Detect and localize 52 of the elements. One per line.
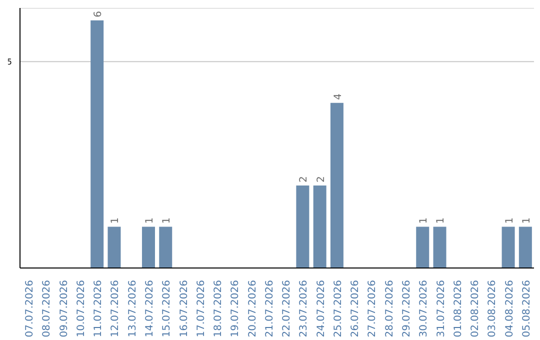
x-tick-label: 24.07.2026 bbox=[316, 280, 327, 338]
bar bbox=[313, 185, 326, 268]
data-label: 1 bbox=[504, 217, 516, 224]
x-tick-label: 22.07.2026 bbox=[282, 280, 293, 338]
x-tick-label: 10.07.2026 bbox=[76, 280, 87, 338]
data-label: 1 bbox=[144, 217, 156, 224]
data-label: 4 bbox=[332, 94, 344, 100]
x-tick-label: 27.07.2026 bbox=[367, 280, 378, 338]
data-label: 1 bbox=[436, 217, 447, 224]
x-tick-label: 30.07.2026 bbox=[418, 280, 430, 338]
x-tick-label: 11.07.2026 bbox=[93, 280, 104, 338]
data-label: 6 bbox=[93, 11, 104, 18]
x-tick-label: 02.08.2026 bbox=[470, 280, 482, 338]
x-tick-label: 18.07.2026 bbox=[213, 280, 224, 338]
data-label: 1 bbox=[418, 217, 430, 224]
data-label: 2 bbox=[316, 176, 327, 182]
x-tick-label: 04.08.2026 bbox=[504, 280, 516, 338]
bar bbox=[159, 226, 172, 268]
x-tick-label: 20.07.2026 bbox=[247, 280, 258, 338]
x-tick-label: 19.07.2026 bbox=[230, 280, 242, 338]
x-tick-label: 08.07.2026 bbox=[42, 280, 53, 338]
bar bbox=[108, 226, 121, 268]
x-tick-label: 14.07.2026 bbox=[144, 280, 156, 338]
bar bbox=[142, 226, 155, 268]
data-label: 2 bbox=[298, 176, 310, 182]
x-tick-label: 21.07.2026 bbox=[264, 280, 276, 338]
x-tick-label: 09.07.2026 bbox=[58, 280, 70, 338]
x-tick-label: 16.07.2026 bbox=[178, 280, 190, 338]
bar bbox=[296, 185, 310, 268]
x-tick-label: 28.07.2026 bbox=[384, 280, 396, 338]
x-tick-label: 29.07.2026 bbox=[402, 280, 412, 338]
x-tick-label: 03.08.2026 bbox=[487, 280, 498, 338]
data-label: 1 bbox=[521, 217, 532, 224]
x-tick-label: 31.07.2026 bbox=[436, 280, 447, 338]
bar bbox=[502, 226, 515, 268]
x-tick-label: 15.07.2026 bbox=[162, 280, 173, 338]
x-tick-label: 25.07.2026 bbox=[332, 280, 344, 338]
x-tick-label: 07.07.2026 bbox=[24, 280, 36, 338]
x-tick-label: 17.07.2026 bbox=[196, 280, 207, 338]
bar bbox=[433, 226, 446, 268]
data-label: 1 bbox=[162, 217, 173, 224]
x-tick-label: 26.07.2026 bbox=[350, 280, 362, 338]
bar bbox=[416, 226, 430, 268]
x-tick-label: 13.07.2026 bbox=[127, 280, 138, 338]
bar bbox=[330, 102, 344, 268]
bar bbox=[90, 20, 104, 268]
x-tick-label: 01.08.2026 bbox=[452, 280, 464, 338]
x-tick-label: 23.07.2026 bbox=[298, 280, 310, 338]
data-label: 1 bbox=[110, 217, 122, 224]
x-tick-label: 12.07.2026 bbox=[110, 280, 122, 338]
x-tick-label: 05.08.2026 bbox=[521, 280, 532, 338]
bar bbox=[518, 226, 532, 268]
